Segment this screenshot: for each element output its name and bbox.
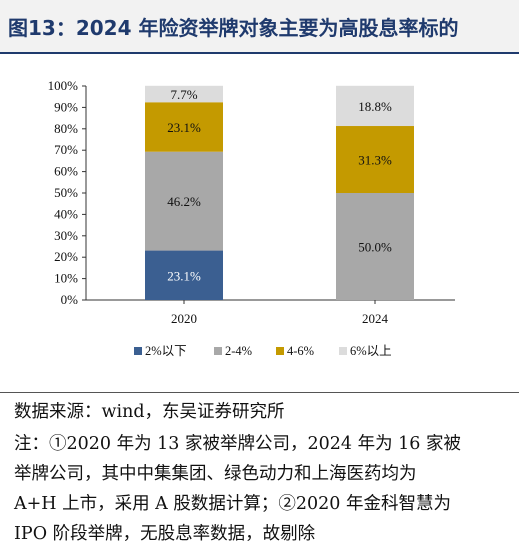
- x-tick-label: 2020: [171, 311, 197, 326]
- note-line-4: IPO 阶段举牌，无股息率数据，故剔除: [14, 524, 316, 544]
- bar-segment: [145, 250, 223, 300]
- y-tick-label: 10%: [54, 271, 78, 286]
- note-line-2: 举牌公司，其中中集集团、绿色动力和上海医药均为: [14, 464, 417, 484]
- y-tick-label: 40%: [54, 206, 78, 221]
- y-tick-label: 80%: [54, 121, 78, 136]
- source-text: 数据来源：wind，东吴证券研究所: [14, 402, 285, 422]
- note-line-3: A+H 上市，采用 A 股数据计算；②2020 年金科智慧为: [14, 494, 451, 514]
- legend-swatch: [339, 347, 347, 355]
- data-label: 50.0%: [358, 240, 392, 255]
- data-label: 18.8%: [358, 99, 392, 114]
- bar-segment: [145, 102, 223, 152]
- legend-label: 4-6%: [287, 344, 314, 358]
- bar-segment: [336, 85, 414, 127]
- bar-segment: [145, 85, 223, 103]
- y-tick-label: 70%: [54, 142, 78, 157]
- data-label: 23.1%: [167, 268, 201, 283]
- note-line-1: 注：①2020 年为 13 家被举牌公司，2024 年为 16 家被: [14, 434, 461, 454]
- separator-line: [0, 392, 519, 393]
- y-tick-label: 30%: [54, 228, 78, 243]
- chart-title: 图13：2024 年险资举牌对象主要为高股息率标的: [8, 16, 459, 40]
- x-tick-label: 2024: [362, 311, 389, 326]
- legend-label: 2%以下: [145, 344, 187, 358]
- legend-swatch: [214, 347, 222, 355]
- y-tick-label: 100%: [48, 78, 79, 93]
- y-tick-label: 50%: [54, 185, 78, 200]
- y-tick-label: 20%: [54, 249, 78, 264]
- bar-segment: [145, 151, 223, 251]
- legend-label: 2-4%: [225, 344, 252, 358]
- stacked-bar-chart: 0% 10% 20% 30% 40% 50% 60% 70% 80% 90% 100% 23.1% 46…: [48, 78, 455, 358]
- y-tick-label: 0%: [61, 292, 79, 307]
- y-tick-label: 90%: [54, 99, 78, 114]
- data-label: 23.1%: [167, 120, 201, 135]
- data-label: 7.7%: [170, 87, 197, 102]
- legend-swatch: [134, 347, 142, 355]
- bar-segment: [336, 193, 414, 300]
- legend-label: 6%以上: [350, 344, 392, 358]
- data-label: 46.2%: [167, 194, 201, 209]
- bar-segment: [336, 126, 414, 193]
- data-label: 31.3%: [358, 153, 392, 168]
- legend-swatch: [276, 347, 284, 355]
- title-bar: 图13：2024 年险资举牌对象主要为高股息率标的: [0, 0, 519, 54]
- y-tick-label: 60%: [54, 164, 78, 179]
